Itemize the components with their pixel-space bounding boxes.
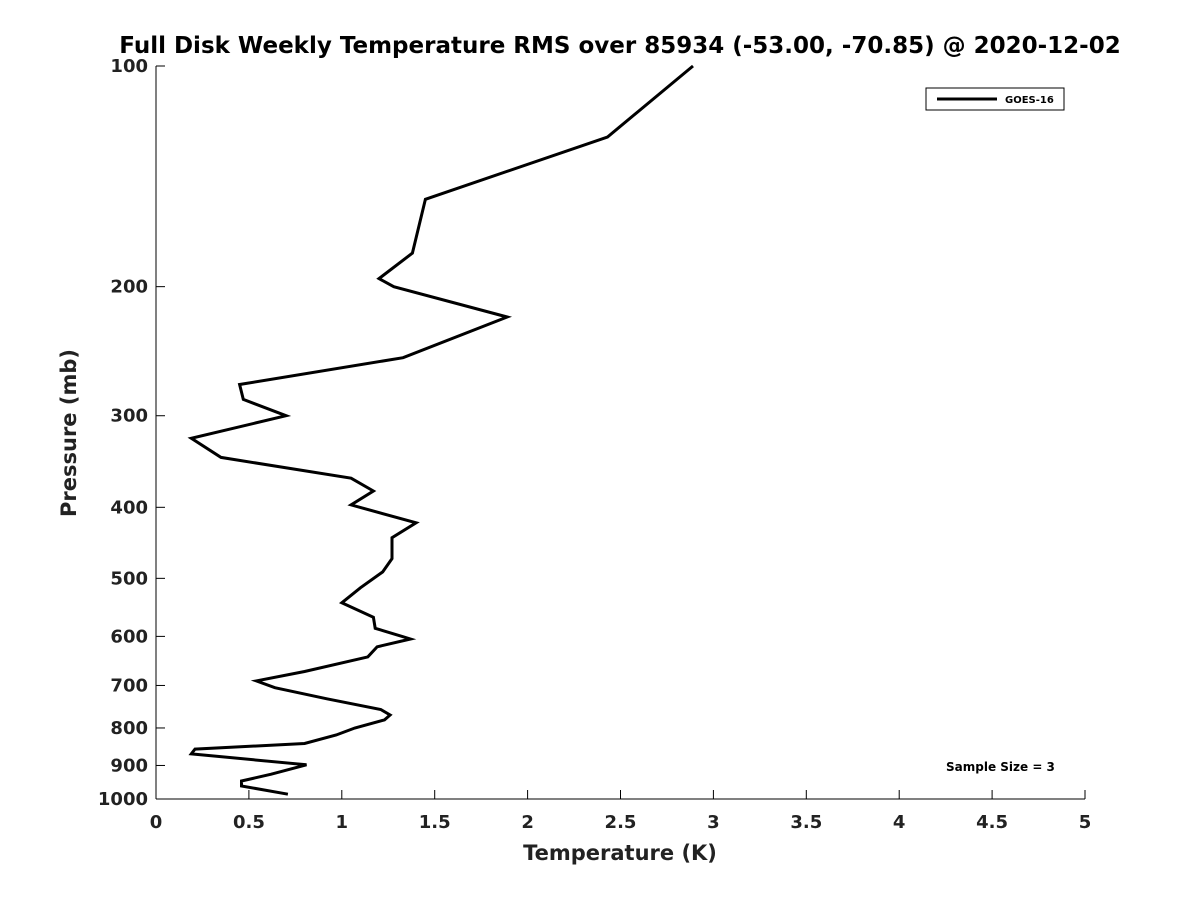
x-tick-label: 5 (1079, 812, 1092, 833)
y-axis-label: Pressure (mb) (57, 349, 81, 517)
y-tick-label: 300 (110, 406, 148, 427)
x-tick-label: 2.5 (605, 812, 637, 833)
x-tick-label: 1 (336, 812, 349, 833)
legend: GOES-16 (925, 87, 1065, 111)
y-tick-label: 600 (110, 626, 148, 647)
x-tick-label: 3 (707, 812, 720, 833)
series-line-goes-16 (187, 64, 694, 796)
x-tick-label: 3.5 (790, 812, 822, 833)
y-tick-label: 1000 (98, 789, 148, 810)
y-tick-label: 800 (110, 718, 148, 739)
x-axis-label: Temperature (K) (523, 841, 717, 865)
y-tick-label: 500 (110, 568, 148, 589)
y-tick-label: 100 (110, 56, 148, 77)
y-tick-label: 700 (110, 675, 148, 696)
y-tick-label: 400 (110, 497, 148, 518)
y-tick-label: 200 (110, 277, 148, 298)
series-layer (187, 64, 694, 796)
x-tick-label: 4 (893, 812, 906, 833)
x-tick-label: 0 (150, 812, 163, 833)
y-tick-label: 900 (110, 755, 148, 776)
axis-ticks: 0 0.5 1 1.5 2 2.5 3 3.5 4 4.5 5 100 200 300 400 500 600 7… (98, 56, 1091, 833)
x-tick-label: 1.5 (419, 812, 451, 833)
x-tick-label: 4.5 (976, 812, 1008, 833)
x-tick-label: 0.5 (233, 812, 265, 833)
sample-size-annotation: Sample Size = 3 (946, 760, 1055, 774)
x-tick-label: 2 (521, 812, 534, 833)
legend-label: GOES-16 (1005, 95, 1054, 106)
chart-title: Full Disk Weekly Temperature RMS over 85… (119, 33, 1121, 59)
